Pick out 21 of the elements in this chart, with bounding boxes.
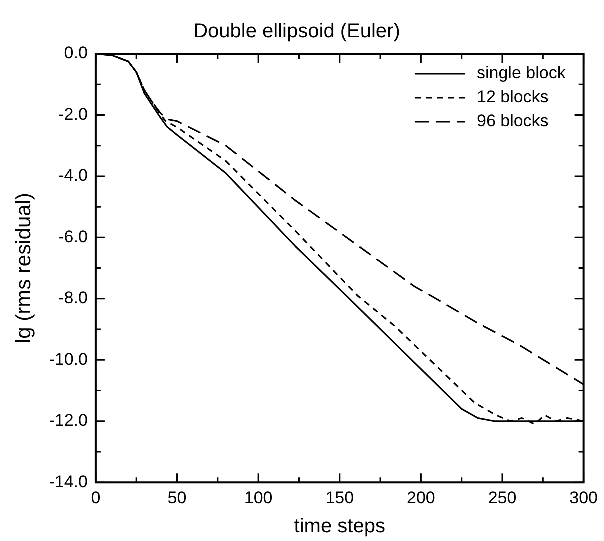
y-tick-label: -10.0 bbox=[49, 350, 88, 369]
x-tick-label: 100 bbox=[244, 488, 273, 508]
x-axis-title: time steps bbox=[294, 516, 386, 538]
y-tick-label: -6.0 bbox=[58, 227, 88, 246]
legend-label: 12 blocks bbox=[476, 88, 549, 107]
y-tick-label: -2.0 bbox=[58, 104, 88, 124]
legend-label: 96 blocks bbox=[476, 112, 549, 131]
x-tick-label: 200 bbox=[407, 488, 436, 508]
chart-title: Double ellipsoid (Euler) bbox=[194, 20, 400, 43]
x-tick-label: 300 bbox=[570, 488, 598, 508]
x-tick-label: 0 bbox=[91, 488, 101, 508]
x-tick-label: 150 bbox=[326, 488, 354, 508]
y-axis-title: lg (rms residual) bbox=[12, 193, 36, 344]
y-tick-label: -4.0 bbox=[58, 166, 88, 186]
x-tick-label: 250 bbox=[488, 488, 517, 508]
y-tick-label: -12.0 bbox=[49, 411, 88, 430]
legend-label: single block bbox=[476, 64, 566, 83]
y-tick-label: 0.0 bbox=[64, 44, 88, 63]
y-tick-label: -14.0 bbox=[49, 472, 88, 492]
y-tick-label: -8.0 bbox=[58, 288, 88, 308]
x-tick-label: 50 bbox=[168, 488, 187, 508]
